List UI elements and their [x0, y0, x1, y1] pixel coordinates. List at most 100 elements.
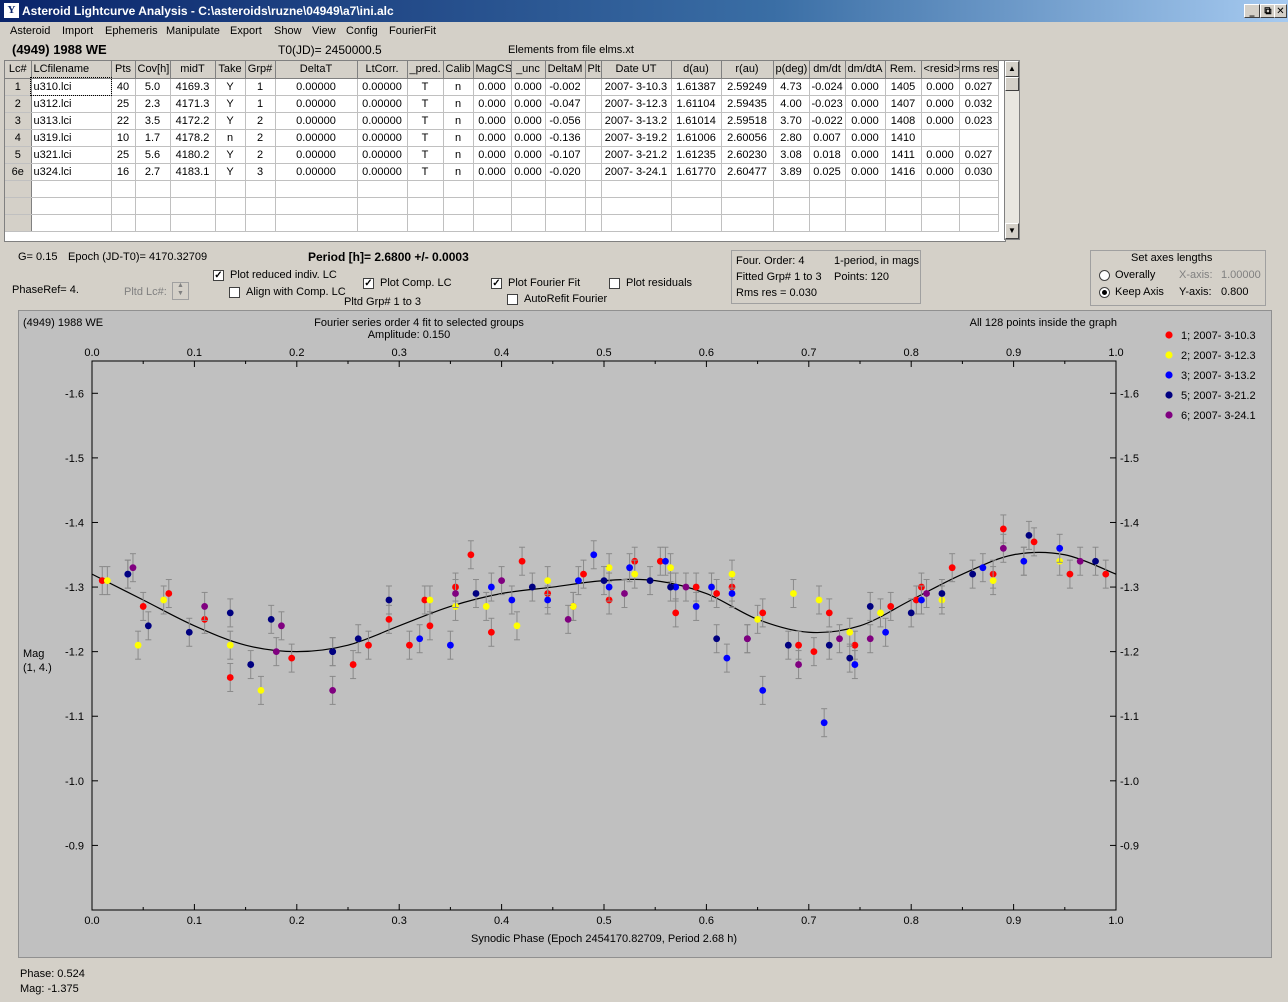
- column-header[interactable]: midT: [170, 61, 216, 79]
- table-cell[interactable]: 4178.2: [170, 129, 216, 147]
- data-point[interactable]: [989, 577, 997, 584]
- table-cell[interactable]: 0.00000: [275, 146, 358, 164]
- data-point[interactable]: [139, 603, 147, 610]
- column-header[interactable]: Lc#: [5, 61, 32, 79]
- table-cell[interactable]: u310.lci: [30, 77, 112, 96]
- table-cell[interactable]: [585, 197, 602, 215]
- table-cell[interactable]: [721, 214, 774, 232]
- data-point[interactable]: [416, 635, 424, 643]
- data-point[interactable]: [1025, 531, 1033, 539]
- data-point[interactable]: [815, 596, 823, 604]
- data-point[interactable]: [882, 628, 889, 636]
- table-cell[interactable]: [215, 197, 246, 215]
- plot-reduced-checkbox[interactable]: ✓: [213, 270, 224, 281]
- data-point[interactable]: [124, 570, 132, 578]
- table-cell[interactable]: 0.000: [845, 78, 886, 96]
- table-cell[interactable]: 0.00000: [275, 95, 358, 113]
- data-point[interactable]: [452, 590, 459, 597]
- table-cell[interactable]: n: [215, 129, 246, 147]
- table-row[interactable]: [5, 197, 999, 215]
- table-cell[interactable]: 3.08: [773, 146, 810, 164]
- data-point[interactable]: [790, 590, 797, 597]
- table-cell[interactable]: Y: [215, 163, 246, 181]
- table-cell[interactable]: [885, 180, 922, 198]
- data-point[interactable]: [846, 654, 854, 662]
- table-cell[interactable]: 2.60230: [721, 146, 774, 164]
- column-header[interactable]: rms res: [959, 61, 999, 79]
- table-cell[interactable]: [921, 180, 960, 198]
- overally-radio[interactable]: [1099, 270, 1110, 281]
- row-header[interactable]: 3: [5, 112, 32, 130]
- table-cell[interactable]: [31, 180, 112, 198]
- data-point[interactable]: [1102, 570, 1110, 578]
- column-header[interactable]: _pred.: [407, 61, 444, 79]
- table-cell[interactable]: T: [407, 163, 444, 181]
- table-cell[interactable]: -0.022: [809, 112, 846, 130]
- table-cell[interactable]: 0.000: [921, 95, 960, 113]
- table-cell[interactable]: 0.027: [959, 146, 999, 164]
- column-header[interactable]: Plt: [585, 61, 602, 79]
- table-cell[interactable]: [845, 214, 886, 232]
- spin-down-icon[interactable]: ▼: [177, 290, 184, 297]
- table-cell[interactable]: [885, 214, 922, 232]
- table-cell[interactable]: 0.000: [473, 112, 512, 130]
- data-point[interactable]: [160, 596, 168, 604]
- table-cell[interactable]: 4.73: [773, 78, 810, 96]
- table-cell[interactable]: -0.002: [545, 78, 586, 96]
- table-cell[interactable]: [245, 197, 276, 215]
- table-cell[interactable]: -0.136: [545, 129, 586, 147]
- column-header[interactable]: Rem.: [885, 61, 922, 79]
- menu-config[interactable]: Config: [346, 25, 378, 37]
- table-cell[interactable]: [773, 214, 810, 232]
- data-point[interactable]: [482, 603, 490, 610]
- data-point[interactable]: [918, 596, 925, 604]
- row-header[interactable]: [5, 214, 32, 232]
- table-cell[interactable]: 1: [245, 95, 276, 113]
- table-cell[interactable]: 0.000: [845, 95, 886, 113]
- table-cell[interactable]: [585, 146, 602, 164]
- table-cell[interactable]: n: [443, 95, 474, 113]
- table-cell[interactable]: [845, 197, 886, 215]
- data-point[interactable]: [134, 641, 142, 649]
- data-point[interactable]: [999, 525, 1007, 533]
- column-header[interactable]: p(deg): [773, 61, 810, 79]
- data-point[interactable]: [605, 564, 613, 572]
- table-cell[interactable]: 4183.1: [170, 163, 216, 181]
- table-cell[interactable]: [921, 197, 960, 215]
- table-cell[interactable]: [275, 197, 358, 215]
- scroll-thumb[interactable]: [1005, 77, 1019, 91]
- data-point[interactable]: [836, 635, 843, 643]
- table-cell[interactable]: [809, 180, 846, 198]
- data-point[interactable]: [810, 648, 818, 656]
- table-cell[interactable]: [443, 180, 474, 198]
- table-cell[interactable]: [545, 180, 586, 198]
- table-cell[interactable]: 5.6: [135, 146, 171, 164]
- align-comp-checkbox[interactable]: [229, 287, 240, 298]
- table-cell[interactable]: 2.59518: [721, 112, 774, 130]
- table-cell[interactable]: 10: [111, 129, 136, 147]
- table-cell[interactable]: [473, 214, 512, 232]
- table-cell[interactable]: -0.107: [545, 146, 586, 164]
- table-cell[interactable]: 0.000: [511, 112, 546, 130]
- column-header[interactable]: LCfilename: [31, 61, 112, 79]
- table-cell[interactable]: 0.018: [809, 146, 846, 164]
- keep-axis-radio[interactable]: [1099, 287, 1110, 298]
- data-point[interactable]: [487, 583, 495, 591]
- table-scrollbar[interactable]: ▲ ▼: [1004, 60, 1020, 240]
- table-cell[interactable]: 0.00000: [275, 78, 358, 96]
- data-point[interactable]: [692, 603, 700, 610]
- data-point[interactable]: [713, 635, 721, 643]
- data-point[interactable]: [467, 551, 475, 559]
- column-header[interactable]: MagCS: [473, 61, 512, 79]
- table-cell[interactable]: 0.00000: [275, 163, 358, 181]
- column-header[interactable]: d(au): [671, 61, 722, 79]
- table-cell[interactable]: [585, 214, 602, 232]
- table-cell[interactable]: [601, 180, 672, 198]
- table-cell[interactable]: -0.047: [545, 95, 586, 113]
- data-point[interactable]: [723, 654, 731, 662]
- column-header[interactable]: <resid>: [921, 61, 960, 79]
- table-cell[interactable]: [721, 180, 774, 198]
- table-cell[interactable]: 0.00000: [357, 112, 408, 130]
- table-cell[interactable]: 2007- 3-24.1: [601, 163, 672, 181]
- table-cell[interactable]: [443, 197, 474, 215]
